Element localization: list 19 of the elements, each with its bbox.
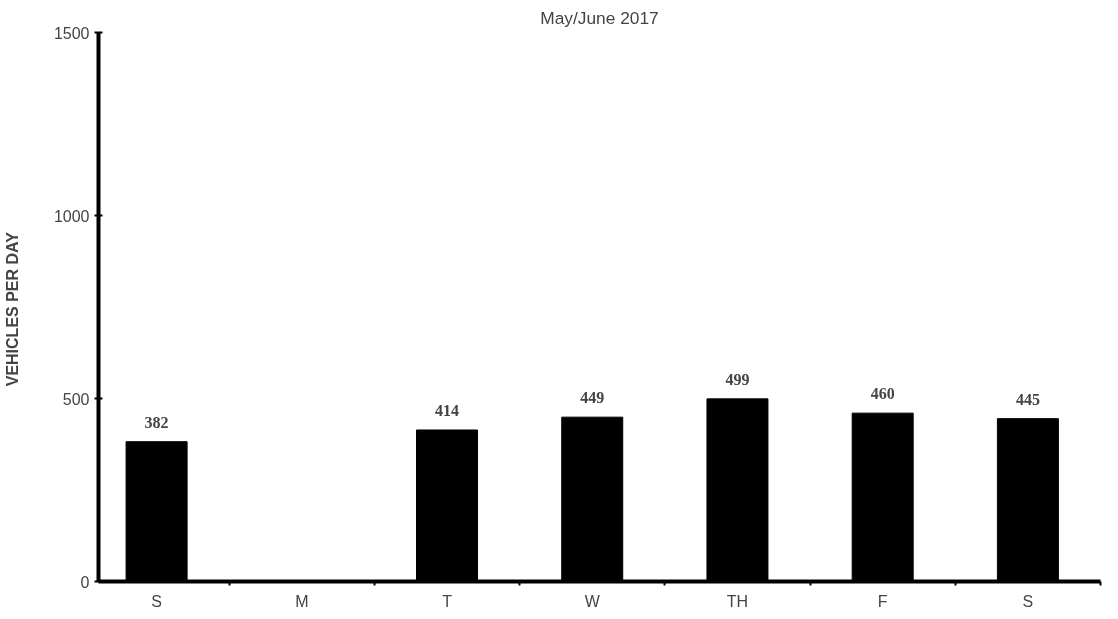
data-label: 445	[1015, 390, 1040, 408]
data-label: 449	[580, 389, 605, 407]
y-tick-label: 1500	[53, 24, 90, 42]
y-tick-label: 500	[62, 390, 90, 408]
data-label: 499	[725, 370, 750, 388]
y-axis-title: VEHICLES PER DAY	[3, 231, 21, 387]
x-tick-label: S	[151, 592, 162, 610]
x-tick-label: TH	[726, 592, 749, 610]
data-label: 382	[144, 413, 169, 431]
data-label: 460	[870, 385, 895, 403]
x-tick-label: F	[877, 592, 888, 610]
data-label: 414	[435, 401, 460, 419]
x-tick-label: M	[295, 592, 309, 610]
chart-title: May/June 2017	[540, 7, 659, 28]
x-tick-label: S	[1022, 592, 1034, 610]
y-tick-label: 0	[80, 573, 90, 591]
x-tick-label: T	[442, 592, 453, 610]
x-tick-label: W	[584, 592, 601, 610]
y-tick-label: 1000	[53, 207, 90, 225]
